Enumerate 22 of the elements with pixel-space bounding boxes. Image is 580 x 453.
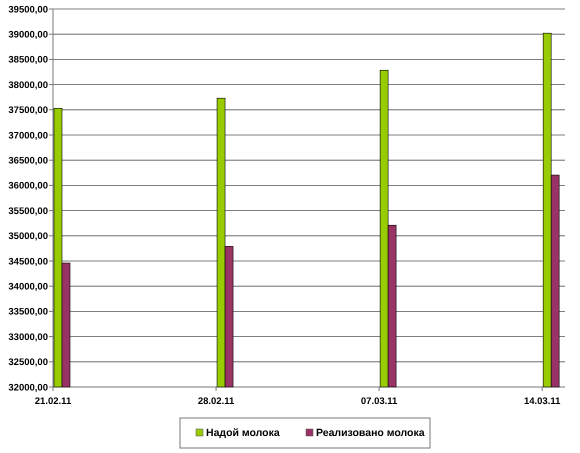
y-tick-label: 32500,00: [8, 357, 48, 368]
legend-label: Надой молока: [206, 427, 280, 439]
y-tick-label: 38500,00: [8, 54, 48, 66]
y-tick-label: 35500,00: [8, 206, 48, 217]
y-tick-label: 37000,00: [8, 130, 48, 142]
y-tick-label: 37500,00: [8, 105, 48, 116]
y-tick-label: 32000,00: [8, 382, 48, 394]
y-tick-label: 36000,00: [8, 180, 48, 192]
y-tick-label: 39000,00: [8, 30, 48, 41]
legend-label: Реализовано молока: [316, 427, 425, 439]
x-tick-label: 07.03.11: [360, 396, 398, 407]
y-tick-label: 36500,00: [8, 156, 48, 167]
y-tick-label: 34500,00: [8, 256, 48, 268]
y-tick-label: 33500,00: [8, 306, 48, 318]
y-tick-label: 39500,00: [8, 4, 48, 16]
x-tick-label: 28.02.11: [198, 396, 235, 407]
y-tick-label: 38000,00: [8, 80, 48, 91]
y-tick-label: 33000,00: [8, 332, 48, 343]
x-tick-label: 21.02.11: [34, 396, 72, 407]
y-tick-label: 35000,00: [8, 231, 48, 242]
y-tick-label: 34000,00: [8, 282, 48, 293]
x-tick-label: 14.03.11: [524, 396, 562, 407]
